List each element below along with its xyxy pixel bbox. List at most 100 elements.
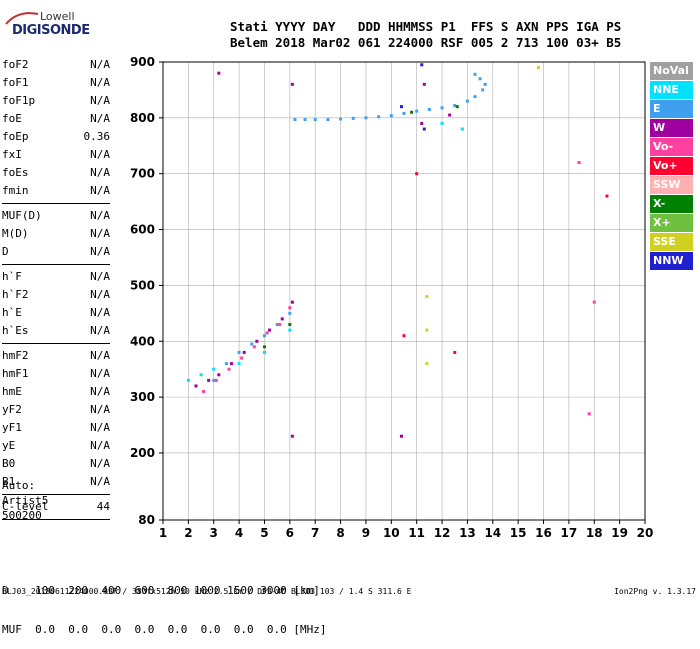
- x-tick-label: 20: [637, 526, 654, 540]
- param-name: foF1p: [2, 94, 36, 107]
- data-point: [262, 334, 266, 338]
- param-separator: [2, 203, 110, 204]
- data-point: [377, 115, 381, 119]
- param-name: yF1: [2, 421, 22, 434]
- legend-entry: X+: [650, 214, 693, 232]
- muf-table: D 100 200 400 600 800 1000 1500 3000 [km…: [2, 558, 327, 649]
- param-value: N/A: [90, 475, 110, 488]
- data-point: [326, 118, 330, 122]
- chart-frame: [162, 61, 646, 521]
- data-point: [592, 300, 596, 304]
- x-tick-label: 12: [434, 526, 451, 540]
- data-point: [465, 99, 469, 103]
- param-row: M(D) N/A: [2, 225, 110, 243]
- param-name: foE: [2, 112, 22, 125]
- param-separator: [2, 264, 110, 265]
- data-point: [364, 116, 368, 120]
- data-point: [262, 350, 266, 354]
- legend-entry: Vo+: [650, 157, 693, 175]
- param-value: N/A: [90, 288, 110, 301]
- data-point: [453, 350, 457, 354]
- x-tick-label: 15: [510, 526, 527, 540]
- auto-label: Auto:: [2, 479, 36, 492]
- param-separator: [2, 343, 110, 344]
- param-value: N/A: [90, 421, 110, 434]
- x-tick-label: 3: [210, 526, 218, 540]
- data-point: [268, 328, 272, 332]
- data-point: [339, 117, 343, 121]
- file-info: BLJ03_20180611224000.RSF / 380fx512h 50 …: [2, 587, 412, 596]
- param-row: hmF2 N/A: [2, 347, 110, 365]
- version-label: Ion2Png v. 1.3.17: [614, 587, 696, 596]
- param-row: B1 N/A: [2, 473, 110, 491]
- param-name: D: [2, 245, 9, 258]
- param-row: foEs N/A: [2, 164, 110, 182]
- y-tick-label: 700: [130, 167, 155, 181]
- data-point: [280, 317, 284, 321]
- param-name: hmE: [2, 385, 22, 398]
- param-value: N/A: [90, 324, 110, 337]
- data-point: [587, 412, 591, 416]
- legend-entry: SSW: [650, 176, 693, 194]
- data-point: [313, 118, 317, 122]
- param-row: hmE N/A: [2, 383, 110, 401]
- param-row: C-level 44: [2, 498, 110, 516]
- data-point: [288, 323, 292, 327]
- data-point: [250, 342, 254, 346]
- x-tick-label: 14: [484, 526, 501, 540]
- data-point: [229, 362, 233, 366]
- param-name: h`E: [2, 306, 22, 319]
- data-point: [399, 434, 403, 438]
- param-row: h`F2 N/A: [2, 286, 110, 304]
- data-point: [455, 105, 459, 109]
- data-point: [440, 121, 444, 125]
- param-row: hmF1 N/A: [2, 365, 110, 383]
- x-tick-label: 5: [260, 526, 268, 540]
- param-value: N/A: [90, 94, 110, 107]
- param-row: yE N/A: [2, 437, 110, 455]
- legend-entry: NNE: [650, 81, 693, 99]
- data-point: [427, 107, 431, 111]
- data-point: [473, 72, 477, 76]
- data-point: [402, 111, 406, 115]
- data-point: [288, 306, 292, 310]
- param-value: N/A: [90, 76, 110, 89]
- data-point: [415, 109, 419, 113]
- data-point: [402, 334, 406, 338]
- data-point: [448, 113, 452, 117]
- logo-swoosh-icon: [4, 8, 40, 32]
- chart-grid: [162, 61, 646, 520]
- param-name: fxI: [2, 148, 22, 161]
- param-separator: [2, 494, 110, 495]
- legend-entry: NoVal: [650, 62, 693, 80]
- param-row: MUF(D) N/A: [2, 207, 110, 225]
- y-tick-label: 80: [138, 513, 155, 527]
- data-point: [420, 121, 424, 125]
- data-point: [410, 110, 414, 114]
- param-name: MUF(D): [2, 209, 42, 222]
- data-point: [265, 331, 269, 335]
- logo-digisonde: DIGISONDE: [12, 23, 90, 38]
- data-point: [212, 378, 216, 382]
- legend-entry: W: [650, 119, 693, 137]
- param-name: C-level: [2, 500, 49, 513]
- y-tick-label: 900: [130, 55, 155, 69]
- data-point: [425, 295, 429, 299]
- param-value: N/A: [90, 270, 110, 283]
- legend-entry: X-: [650, 195, 693, 213]
- legend-entry: SSE: [650, 233, 693, 251]
- y-tick-label: 400: [130, 334, 155, 348]
- data-point: [605, 194, 609, 198]
- data-point: [207, 378, 211, 382]
- data-point: [483, 82, 487, 86]
- logo-lowell: Lowell: [40, 10, 75, 23]
- muf-value-row: MUF 0.0 0.0 0.0 0.0 0.0 0.0 0.0 0.0 [MHz…: [2, 623, 327, 636]
- param-row: yF1 N/A: [2, 419, 110, 437]
- data-point: [351, 116, 355, 120]
- data-point: [536, 66, 540, 70]
- data-point: [288, 328, 292, 332]
- data-point: [255, 339, 259, 343]
- param-name: foF2: [2, 58, 29, 71]
- data-point: [440, 106, 444, 110]
- legend: NoVal NNE E W Vo- Vo+ SSW X- X+ SSE NNW: [650, 62, 693, 271]
